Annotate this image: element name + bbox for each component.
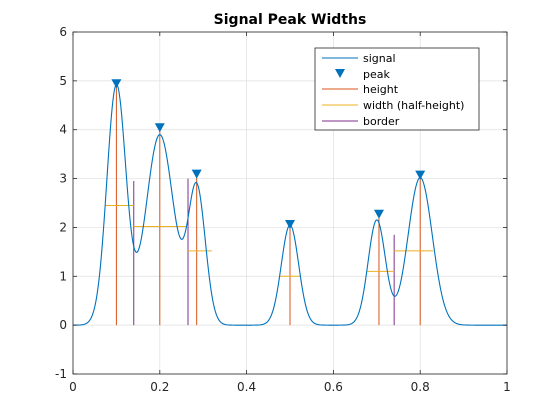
x-tick-label: 1 [503,380,511,394]
x-tick-label: 0.6 [324,380,343,394]
y-tick-label: 1 [59,269,67,283]
x-tick-label: 0.4 [237,380,256,394]
y-tick-label: 2 [59,220,67,234]
axes-box [72,31,508,375]
chart-title: Signal Peak Widths [214,12,367,28]
y-tick-label: -1 [55,367,67,381]
legend-label-peak: peak [363,68,390,81]
legend-swatch-peak [335,69,345,78]
series-layer [72,79,507,326]
y-tick-label: 3 [59,172,67,186]
peak-marker [191,169,202,179]
peak-marker [111,79,122,89]
legend-label-width: width (half-height) [363,99,464,112]
y-tick-label: 6 [59,25,67,39]
x-tick-label: 0.2 [150,380,169,394]
legend-label-height: height [363,83,399,96]
legend: signal peak height width (half-height) b… [314,47,480,131]
x-tick-label: 0 [69,380,77,394]
peak-marker [154,123,165,133]
y-tick-label: 5 [59,74,67,88]
legend-label-border: border [363,115,400,128]
peak-marker [415,170,426,180]
peak-marker [285,220,295,230]
y-tick-label: 4 [59,123,67,137]
y-tick-label: 0 [59,318,67,332]
legend-label-signal: signal [363,52,396,65]
x-tick-label: 0.8 [411,380,430,394]
peak-marker [373,209,384,219]
